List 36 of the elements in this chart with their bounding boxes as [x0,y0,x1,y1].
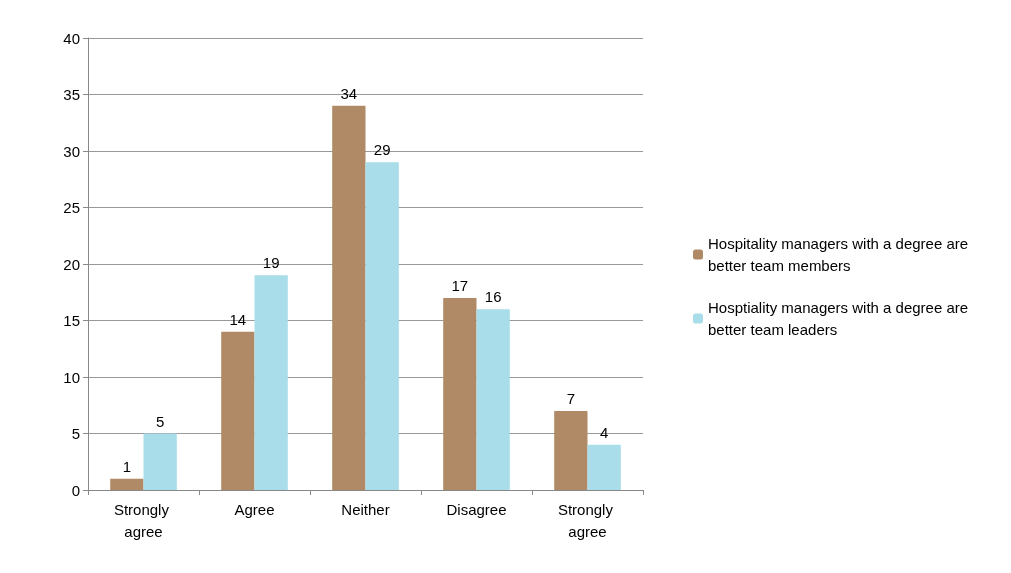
y-tick-label: 40 [63,29,80,47]
data-label: 1 [122,457,132,475]
bar [143,433,177,490]
data-label: 14 [229,310,247,328]
data-label: 5 [155,412,165,430]
y-tick-label: 30 [63,142,80,160]
legend-label: Hospitality managers with a degree are better team members [708,235,973,274]
y-tick-label: 10 [63,368,80,386]
data-label: 4 [599,423,609,441]
y-tick-label: 35 [63,86,80,103]
data-label: 16 [484,288,502,306]
bar [221,331,255,490]
y-tick-label: 0 [71,481,80,499]
bar [554,410,588,490]
legend-label: Hosptiality managers with a degree are better team leaders [708,299,973,338]
x-tick-label: Disagree [446,500,507,518]
data-label: 19 [262,254,280,272]
data-label: 17 [451,276,469,294]
data-label: 34 [340,84,358,102]
bar [587,444,621,490]
x-tick-label: Strongly agree [113,500,174,540]
x-tick-label: Agree [234,500,275,518]
y-tick-label: 20 [63,255,80,273]
x-tick-label: Neither [341,500,390,518]
bar [332,105,366,490]
bar [110,478,144,490]
bar [365,162,399,490]
data-label: 29 [373,141,391,159]
x-tick-label: Strongly agree [557,500,618,540]
bar [254,275,288,490]
y-tick-label: 25 [63,199,80,216]
bar [443,297,477,490]
data-label: 7 [566,389,576,407]
y-tick-label: 5 [71,425,80,442]
bar [476,309,510,490]
y-tick-label: 15 [63,312,80,329]
